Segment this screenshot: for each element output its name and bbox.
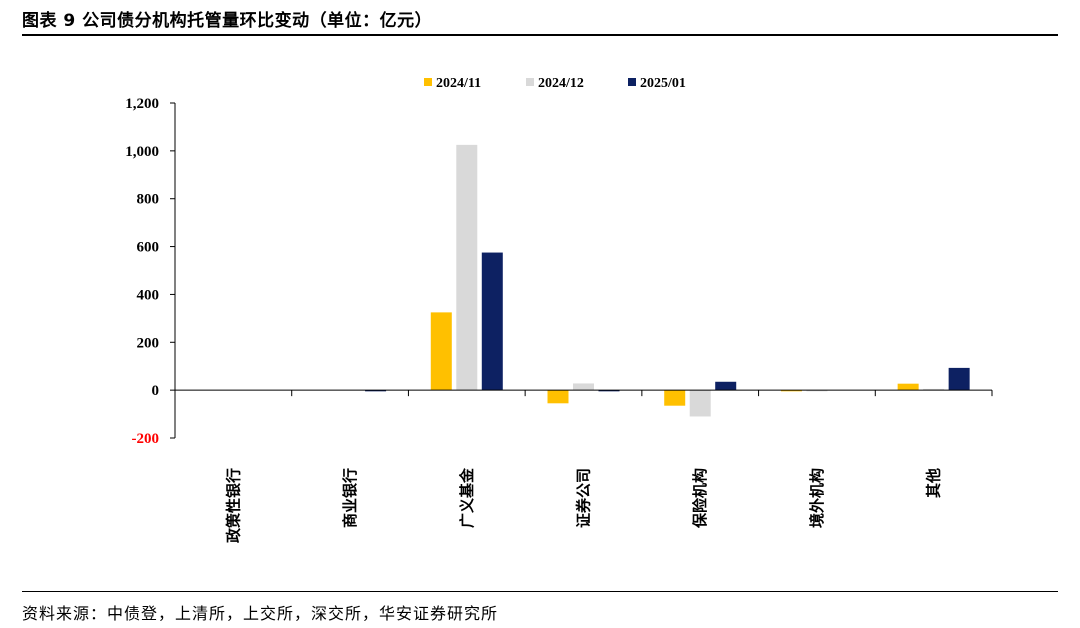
y-tick-label: 400: [137, 287, 160, 303]
y-tick-label: 0: [152, 383, 160, 399]
bar-2025-01-2: [481, 252, 503, 391]
figure-title: 图表 9 公司债分机构托管量环比变动（单位：亿元）: [22, 11, 433, 31]
y-tick-label: 1,000: [125, 144, 159, 160]
bar-2024-12-5: [806, 390, 828, 392]
legend-label: 2025/01: [640, 76, 686, 91]
x-category-label: 政策性银行: [224, 468, 242, 543]
title-rule: [22, 34, 1058, 36]
y-tick-label: 800: [137, 192, 160, 208]
bar-2024-12-6: [923, 388, 945, 391]
y-tick-label: 600: [137, 240, 160, 256]
legend-swatch: [424, 78, 432, 86]
bar-2025-01-3: [598, 390, 620, 392]
source-rule: [22, 591, 1058, 592]
bar-2024-11-6: [897, 383, 919, 391]
x-category-label: 商业银行: [341, 468, 359, 528]
bar-2024-12-2: [456, 144, 478, 391]
x-category-label: 保险机构: [691, 468, 709, 529]
y-tick-label: 200: [137, 335, 160, 351]
bar-2025-01-4: [715, 381, 737, 391]
bar-2024-11-4: [664, 390, 686, 406]
legend-swatch: [526, 78, 534, 86]
y-tick-label: -200: [132, 431, 160, 447]
bar-2024-11-5: [780, 390, 802, 392]
y-tick-label: 1,200: [125, 96, 159, 112]
x-category-label: 广义基金: [458, 467, 476, 528]
bar-2024-12-4: [689, 390, 711, 417]
x-category-label: 其他: [925, 468, 943, 498]
bar-2024-11-3: [547, 390, 569, 404]
legend-swatch: [628, 78, 636, 86]
bar-2025-01-1: [365, 390, 387, 392]
x-category-label: 证券公司: [575, 468, 593, 528]
bar-2025-01-6: [948, 367, 970, 391]
x-category-label: 境外机构: [808, 468, 826, 528]
bar-2024-12-3: [573, 383, 594, 391]
legend-label: 2024/11: [436, 76, 481, 91]
legend-label: 2024/12: [538, 76, 584, 91]
bar-2024-11-2: [430, 312, 452, 391]
source-note: 资料来源：中债登，上清所，上交所，深交所，华安证券研究所: [22, 604, 499, 623]
